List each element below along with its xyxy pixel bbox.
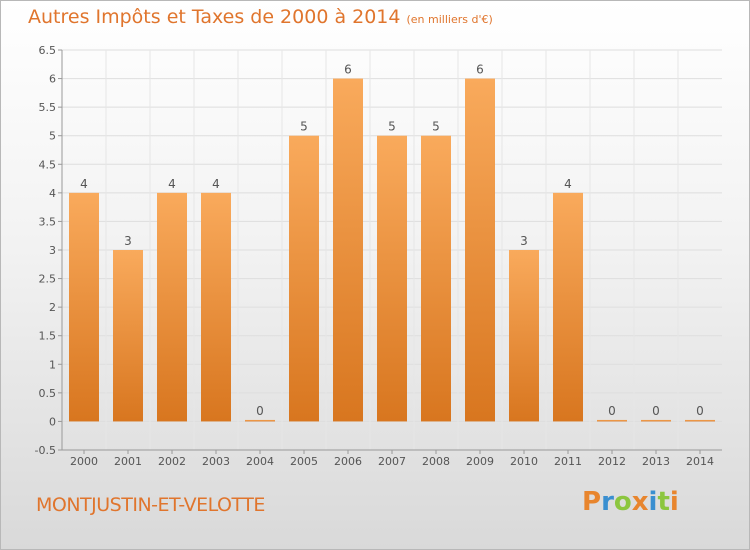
data-label: 5	[388, 120, 396, 134]
y-tick-label: 5.5	[39, 101, 57, 114]
axes	[58, 49, 722, 454]
x-tick-label: 2002	[158, 455, 186, 468]
bar	[685, 419, 715, 422]
proxiti-logo: Proxiti	[582, 487, 679, 517]
data-label: 4	[212, 177, 220, 191]
x-axis-ticks: 2000 2001 2002 2003 2004 2005 2006 2007 2008 2009…	[70, 455, 714, 468]
bar	[113, 250, 143, 422]
x-tick-label: 2005	[290, 455, 318, 468]
bar	[421, 135, 451, 422]
data-label: 4	[168, 177, 176, 191]
logo-letter: t	[657, 487, 670, 517]
y-tick-label: 6.5	[39, 44, 57, 57]
data-label: 3	[520, 234, 528, 248]
y-tick-label: 4	[49, 187, 56, 200]
x-tick-label: 2000	[70, 455, 98, 468]
bar	[509, 250, 539, 422]
y-tick-label: -0.5	[35, 444, 56, 457]
y-tick-label: 3	[49, 244, 56, 257]
x-tick-label: 2003	[202, 455, 230, 468]
y-tick-label: 4.5	[39, 158, 57, 171]
chart-subtitle: (en milliers d'€)	[406, 13, 493, 26]
y-tick-label: 2.5	[39, 273, 57, 286]
x-tick-label: 2008	[422, 455, 450, 468]
logo-letter: i	[648, 487, 658, 517]
bar	[333, 78, 363, 422]
bar	[641, 419, 671, 422]
y-tick-label: 0.5	[39, 387, 57, 400]
y-tick-label: 3.5	[39, 215, 57, 228]
bar	[553, 192, 583, 422]
x-tick-label: 2004	[246, 455, 274, 468]
place-name: MONTJUSTIN-ET-VELOTTE	[36, 494, 265, 516]
data-label: 5	[432, 120, 440, 134]
x-tick-label: 2009	[466, 455, 494, 468]
logo-letter: o	[613, 487, 632, 517]
y-tick-label: 1.5	[39, 330, 57, 343]
x-tick-label: 2011	[554, 455, 582, 468]
x-tick-label: 2001	[114, 455, 142, 468]
y-tick-label: 1	[49, 358, 56, 371]
y-tick-label: 5	[49, 130, 56, 143]
bar	[465, 78, 495, 422]
bar	[157, 192, 187, 422]
data-label: 3	[124, 234, 132, 248]
data-labels: 4 3 4 4 0 5 6 5 5 6 3 4 0 0 0	[80, 63, 704, 418]
data-label: 0	[256, 404, 264, 418]
x-tick-label: 2013	[642, 455, 670, 468]
bar	[201, 192, 231, 422]
logo-letter: x	[631, 487, 649, 517]
data-label: 0	[608, 404, 616, 418]
x-tick-label: 2006	[334, 455, 362, 468]
data-label: 6	[344, 63, 352, 77]
bar	[289, 135, 319, 422]
x-tick-label: 2010	[510, 455, 538, 468]
data-label: 0	[652, 404, 660, 418]
bar	[245, 419, 275, 422]
data-label: 6	[476, 63, 484, 77]
chart-title: Autres Impôts et Taxes de 2000 à 2014 (en…	[28, 6, 493, 28]
y-tick-label: 6	[49, 73, 56, 86]
bar	[597, 419, 627, 422]
data-label: 4	[564, 177, 572, 191]
logo-letter: r	[601, 487, 614, 517]
logo-letter: P	[582, 487, 602, 517]
title-text: Autres Impôts et Taxes de 2000 à 2014	[28, 6, 401, 28]
y-tick-label: 2	[49, 301, 56, 314]
data-label: 0	[696, 404, 704, 418]
logo-letter: i	[669, 487, 679, 517]
data-label: 4	[80, 177, 88, 191]
bars	[69, 78, 715, 422]
x-tick-label: 2007	[378, 455, 406, 468]
y-axis-ticks: -0.5 0 0.5 1 1.5 2 2.5 3 3.5 4 4.5 5 5.5 6 6.5	[35, 44, 56, 457]
x-tick-label: 2012	[598, 455, 626, 468]
data-label: 5	[300, 120, 308, 134]
bar	[69, 192, 99, 422]
bar	[377, 135, 407, 422]
x-tick-label: 2014	[686, 455, 714, 468]
y-tick-label: 0	[49, 415, 56, 428]
